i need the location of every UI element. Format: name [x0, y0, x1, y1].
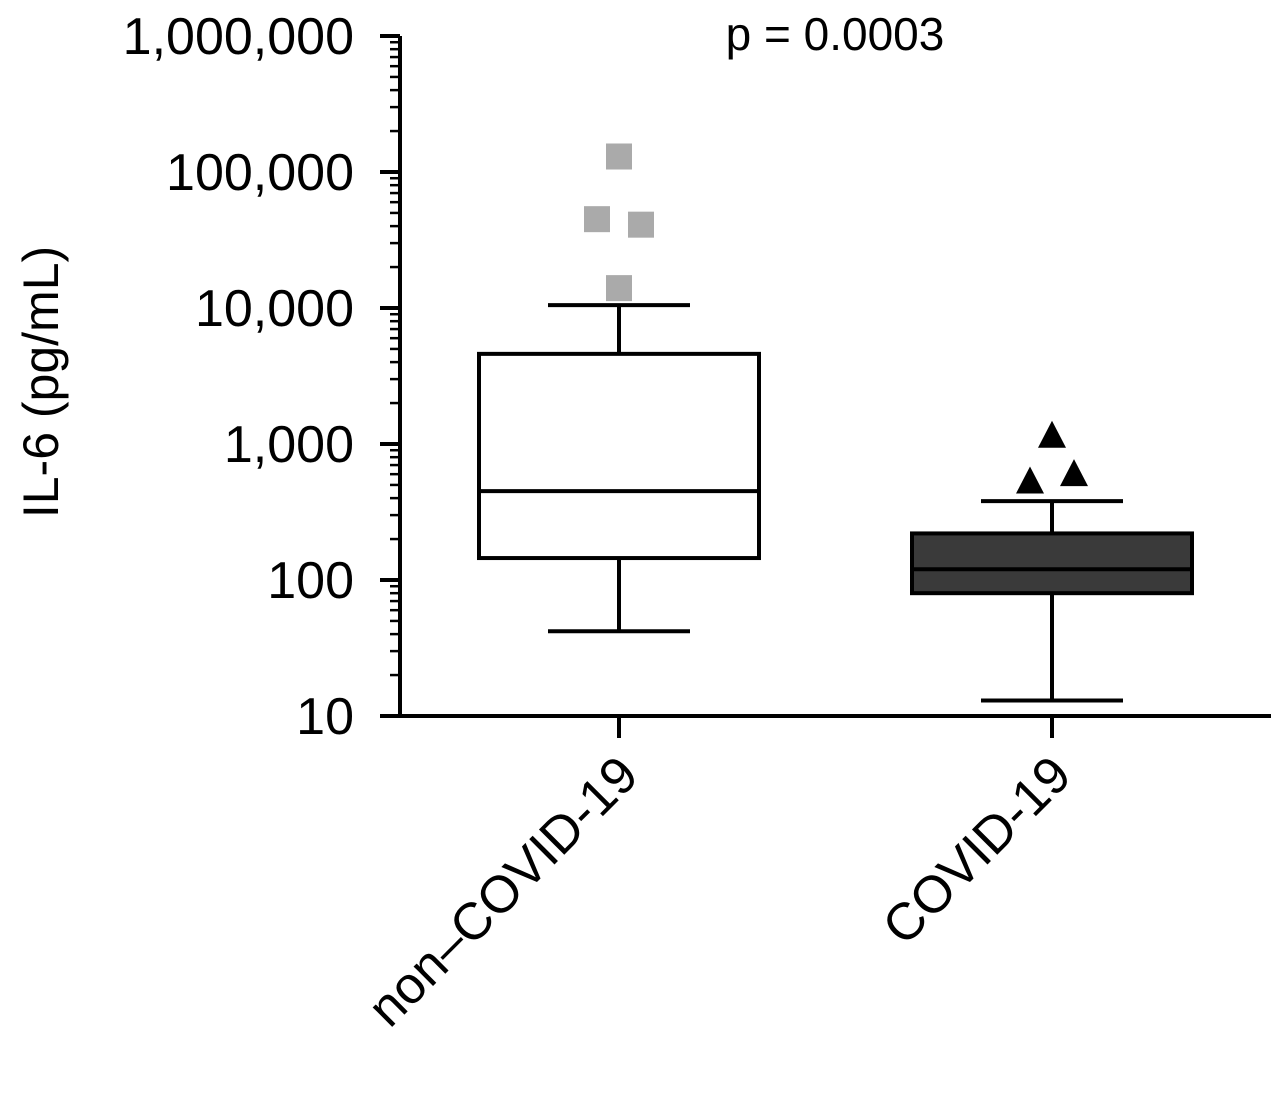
- y-axis-title: IL-6 (pg/mL): [13, 246, 69, 518]
- y-tick-label: 10: [296, 688, 354, 746]
- x-axis: non–COVID-19 COVID-19: [357, 714, 1271, 1038]
- y-axis: 10 100 1,000 10,000 100,000 1,000,000: [123, 8, 402, 746]
- outlier-point: [1038, 420, 1066, 448]
- x-tick-label: non–COVID-19: [357, 745, 649, 1037]
- y-tick-label: 100: [267, 552, 354, 610]
- outlier-point: [1060, 459, 1088, 487]
- box-group: [477, 143, 761, 634]
- box-group: [910, 420, 1194, 703]
- outlier-point: [606, 275, 632, 302]
- outlier-point: [584, 206, 610, 233]
- y-tick-label: 1,000,000: [123, 8, 354, 66]
- outlier-point: [1016, 466, 1044, 494]
- x-tick-label: COVID-19: [872, 745, 1083, 956]
- iqr-box: [477, 351, 761, 561]
- iqr-box: [910, 531, 1194, 596]
- y-tick-label: 10,000: [195, 280, 354, 338]
- y-tick-label: 100,000: [166, 144, 354, 202]
- y-tick-label: 1,000: [224, 416, 354, 474]
- outlier-point: [606, 143, 632, 170]
- p-value-annotation: p = 0.0003: [726, 8, 945, 60]
- outlier-point: [628, 211, 654, 238]
- plot-area: [477, 143, 1194, 703]
